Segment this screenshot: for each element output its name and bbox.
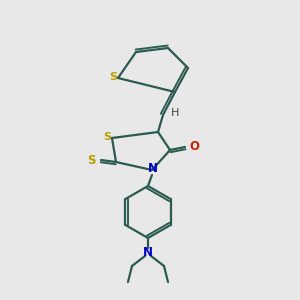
Text: S: S xyxy=(103,132,111,142)
Text: S: S xyxy=(109,72,117,82)
Text: N: N xyxy=(143,245,153,259)
Text: N: N xyxy=(148,163,158,176)
Text: H: H xyxy=(171,108,179,118)
Text: S: S xyxy=(87,154,95,166)
Text: O: O xyxy=(189,140,199,154)
